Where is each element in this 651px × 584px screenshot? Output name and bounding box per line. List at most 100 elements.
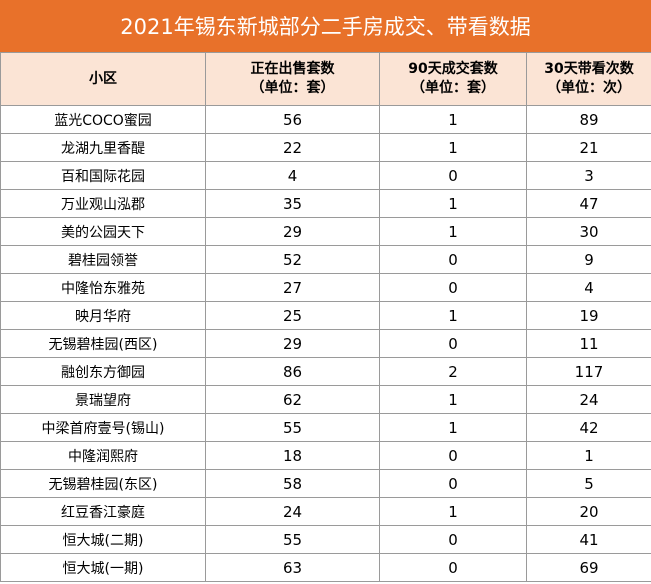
table-row: 恒大城(一期) 63 0 69	[0, 553, 651, 582]
on-sale-count-cell: 62	[205, 385, 380, 414]
community-name-cell: 映月华府	[0, 301, 206, 330]
community-name-cell: 红豆香江豪庭	[0, 497, 206, 526]
table-row: 百和国际花园 4 0 3	[0, 161, 651, 190]
table-title: 2021年锡东新城部分二手房成交、带看数据	[0, 0, 651, 52]
views-30d-count-cell: 4	[526, 273, 651, 302]
sold-90d-count-cell: 1	[379, 133, 527, 162]
views-30d-count-cell: 3	[526, 161, 651, 190]
housing-data-table: 小区 正在出售套数 （单位：套） 90天成交套数 （单位：套） 30天带看次数 …	[0, 52, 651, 582]
views-30d-count-cell: 5	[526, 469, 651, 498]
table-row: 无锡碧桂园(东区) 58 0 5	[0, 469, 651, 498]
community-name-cell: 百和国际花园	[0, 161, 206, 190]
community-name-cell: 恒大城(二期)	[0, 525, 206, 554]
sold-90d-count-cell: 2	[379, 357, 527, 386]
sold-90d-count-cell: 1	[379, 413, 527, 442]
header-sold-90d-label: 90天成交套数	[408, 61, 498, 77]
on-sale-count-cell: 27	[205, 273, 380, 302]
header-on-sale: 正在出售套数 （单位：套）	[205, 52, 380, 106]
on-sale-count-cell: 63	[205, 553, 380, 582]
community-name-cell: 无锡碧桂园(东区)	[0, 469, 206, 498]
views-30d-count-cell: 21	[526, 133, 651, 162]
sold-90d-count-cell: 0	[379, 469, 527, 498]
on-sale-count-cell: 22	[205, 133, 380, 162]
sold-90d-count-cell: 1	[379, 301, 527, 330]
community-name-cell: 碧桂园领誉	[0, 245, 206, 274]
sold-90d-count-cell: 1	[379, 217, 527, 246]
on-sale-count-cell: 25	[205, 301, 380, 330]
community-name-cell: 中隆润熙府	[0, 441, 206, 470]
header-sold-90d-unit: （单位：套）	[411, 80, 495, 96]
sold-90d-count-cell: 0	[379, 441, 527, 470]
table-row: 龙湖九里香醍 22 1 21	[0, 133, 651, 162]
table-row: 映月华府 25 1 19	[0, 301, 651, 330]
views-30d-count-cell: 47	[526, 189, 651, 218]
table-row: 中隆润熙府 18 0 1	[0, 441, 651, 470]
table-row: 美的公园天下 29 1 30	[0, 217, 651, 246]
community-name-cell: 美的公园天下	[0, 217, 206, 246]
on-sale-count-cell: 56	[205, 105, 380, 134]
sold-90d-count-cell: 0	[379, 525, 527, 554]
community-name-cell: 中梁首府壹号(锡山)	[0, 413, 206, 442]
views-30d-count-cell: 9	[526, 245, 651, 274]
sold-90d-count-cell: 1	[379, 497, 527, 526]
table-row: 景瑞望府 62 1 24	[0, 385, 651, 414]
on-sale-count-cell: 58	[205, 469, 380, 498]
views-30d-count-cell: 19	[526, 301, 651, 330]
community-name-cell: 恒大城(一期)	[0, 553, 206, 582]
views-30d-count-cell: 1	[526, 441, 651, 470]
header-community: 小区	[0, 52, 206, 106]
table-body: 蓝光COCO蜜园 56 1 89 龙湖九里香醍 22 1 21 百和国际花园 4 0 3 万业观山泓郡 3…	[0, 105, 651, 582]
table-row: 融创东方御园 86 2 117	[0, 357, 651, 386]
table-row: 红豆香江豪庭 24 1 20	[0, 497, 651, 526]
views-30d-count-cell: 89	[526, 105, 651, 134]
sold-90d-count-cell: 0	[379, 161, 527, 190]
sold-90d-count-cell: 0	[379, 553, 527, 582]
views-30d-count-cell: 117	[526, 357, 651, 386]
header-on-sale-unit: （单位：套）	[250, 80, 335, 96]
on-sale-count-cell: 86	[205, 357, 380, 386]
on-sale-count-cell: 4	[205, 161, 380, 190]
header-community-label: 小区	[89, 70, 117, 87]
on-sale-count-cell: 29	[205, 329, 380, 358]
table-row: 碧桂园领誉 52 0 9	[0, 245, 651, 274]
on-sale-count-cell: 52	[205, 245, 380, 274]
on-sale-count-cell: 55	[205, 525, 380, 554]
header-views-30d: 30天带看次数 （单位：次）	[526, 52, 651, 106]
on-sale-count-cell: 29	[205, 217, 380, 246]
header-views-30d-unit: （单位：次）	[547, 80, 631, 96]
table-row: 中隆怡东雅苑 27 0 4	[0, 273, 651, 302]
header-row: 小区 正在出售套数 （单位：套） 90天成交套数 （单位：套） 30天带看次数 …	[0, 52, 651, 106]
community-name-cell: 景瑞望府	[0, 385, 206, 414]
sold-90d-count-cell: 1	[379, 189, 527, 218]
community-name-cell: 无锡碧桂园(西区)	[0, 329, 206, 358]
table-row: 中梁首府壹号(锡山) 55 1 42	[0, 413, 651, 442]
on-sale-count-cell: 18	[205, 441, 380, 470]
table-row: 恒大城(二期) 55 0 41	[0, 525, 651, 554]
views-30d-count-cell: 24	[526, 385, 651, 414]
sold-90d-count-cell: 0	[379, 329, 527, 358]
community-name-cell: 龙湖九里香醍	[0, 133, 206, 162]
views-30d-count-cell: 11	[526, 329, 651, 358]
sold-90d-count-cell: 0	[379, 273, 527, 302]
community-name-cell: 万业观山泓郡	[0, 189, 206, 218]
sold-90d-count-cell: 1	[379, 105, 527, 134]
community-name-cell: 蓝光COCO蜜园	[0, 105, 206, 134]
community-name-cell: 中隆怡东雅苑	[0, 273, 206, 302]
views-30d-count-cell: 41	[526, 525, 651, 554]
views-30d-count-cell: 42	[526, 413, 651, 442]
table-header: 小区 正在出售套数 （单位：套） 90天成交套数 （单位：套） 30天带看次数 …	[0, 52, 651, 106]
community-name-cell: 融创东方御园	[0, 357, 206, 386]
header-sold-90d: 90天成交套数 （单位：套）	[379, 52, 527, 106]
sold-90d-count-cell: 0	[379, 245, 527, 274]
header-views-30d-label: 30天带看次数	[544, 61, 634, 77]
table-row: 无锡碧桂园(西区) 29 0 11	[0, 329, 651, 358]
table-row: 蓝光COCO蜜园 56 1 89	[0, 105, 651, 134]
table-row: 万业观山泓郡 35 1 47	[0, 189, 651, 218]
on-sale-count-cell: 35	[205, 189, 380, 218]
sold-90d-count-cell: 1	[379, 385, 527, 414]
header-on-sale-label: 正在出售套数	[250, 61, 335, 77]
on-sale-count-cell: 24	[205, 497, 380, 526]
views-30d-count-cell: 30	[526, 217, 651, 246]
views-30d-count-cell: 69	[526, 553, 651, 582]
on-sale-count-cell: 55	[205, 413, 380, 442]
